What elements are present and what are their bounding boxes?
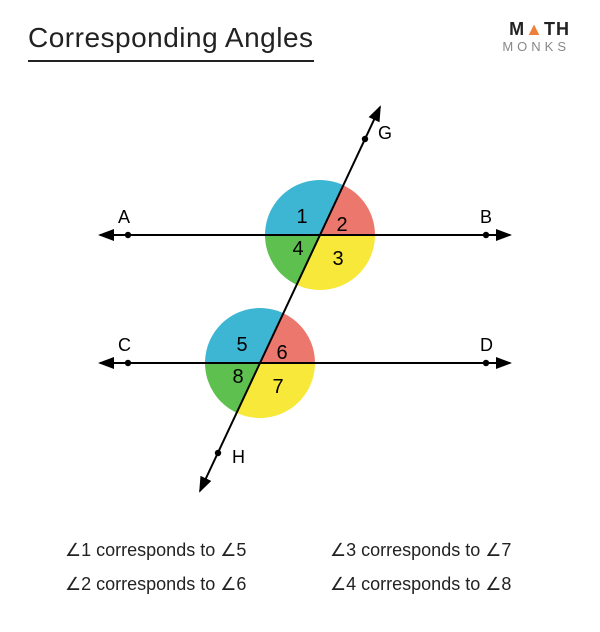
svg-text:1: 1	[296, 206, 307, 228]
svg-text:A: A	[118, 207, 130, 227]
caption-3: ∠3 corresponds to ∠7	[330, 540, 511, 561]
caption-2: ∠2 corresponds to ∠6	[65, 574, 246, 595]
diagram-svg: 1 2 3 4 5 6 7 8 A B C D G H	[0, 95, 600, 495]
diagram-stage: 1 2 3 4 5 6 7 8 A B C D G H	[0, 95, 600, 495]
svg-text:5: 5	[236, 334, 247, 356]
svg-text:H: H	[232, 447, 245, 467]
caption-text: ∠4 corresponds to ∠8	[330, 574, 511, 594]
svg-text:2: 2	[336, 214, 347, 236]
svg-text:8: 8	[232, 366, 243, 388]
svg-text:D: D	[480, 335, 493, 355]
caption-1: ∠1 corresponds to ∠5	[65, 540, 246, 561]
logo-line2: MONKS	[502, 40, 570, 53]
logo-text-pre: M	[509, 19, 525, 39]
svg-text:4: 4	[292, 238, 303, 260]
logo: M▲TH MONKS	[502, 20, 570, 53]
logo-line1: M▲TH	[502, 20, 570, 38]
svg-text:C: C	[118, 335, 131, 355]
caption-4: ∠4 corresponds to ∠8	[330, 574, 511, 595]
svg-text:G: G	[378, 123, 392, 143]
caption-text: ∠2 corresponds to ∠6	[65, 574, 246, 594]
triangle-icon: ▲	[525, 19, 544, 39]
svg-text:6: 6	[276, 342, 287, 364]
caption-text: ∠3 corresponds to ∠7	[330, 540, 511, 560]
svg-text:3: 3	[332, 248, 343, 270]
page-title: Corresponding Angles	[28, 22, 314, 62]
svg-text:7: 7	[272, 376, 283, 398]
svg-text:B: B	[480, 207, 492, 227]
caption-text: ∠1 corresponds to ∠5	[65, 540, 246, 560]
logo-text-post: TH	[544, 19, 570, 39]
